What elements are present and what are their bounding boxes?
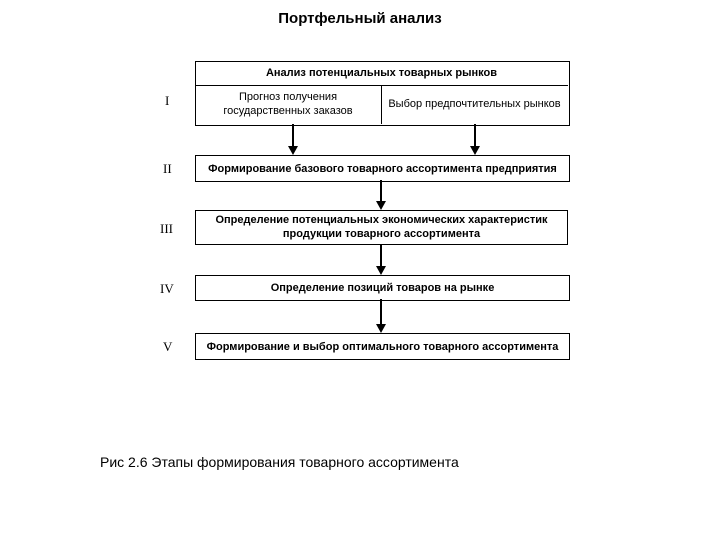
block-2: Формирование базового товарного ассортим…	[195, 155, 570, 182]
page-title: Портфельный анализ	[0, 10, 720, 27]
stage-label-5: V	[163, 339, 172, 355]
arrow-1R-2	[470, 124, 480, 155]
block-1-left: Прогноз получения государственных заказо…	[195, 85, 381, 124]
block-3: Определение потенциальных экономических …	[195, 210, 568, 245]
block-1-header: Анализ потенциальных товарных рынков	[195, 61, 568, 86]
block-5: Формирование и выбор оптимального товарн…	[195, 333, 570, 360]
stage-label-4: IV	[160, 281, 174, 297]
stage-label-2: II	[163, 161, 172, 177]
arrow-3-4	[376, 245, 386, 275]
slide: Портфельный анализ I II III IV V Анализ …	[0, 0, 720, 540]
figure-caption: Рис 2.6 Этапы формирования товарного асс…	[100, 454, 459, 470]
stage-label-1: I	[165, 93, 169, 109]
block-4: Определение позиций товаров на рынке	[195, 275, 570, 301]
arrow-2-3	[376, 180, 386, 210]
stage-label-3: III	[160, 221, 173, 237]
arrow-1L-2	[288, 124, 298, 155]
block-1-right: Выбор предпочтительных рынков	[381, 85, 568, 124]
arrow-4-5	[376, 299, 386, 333]
